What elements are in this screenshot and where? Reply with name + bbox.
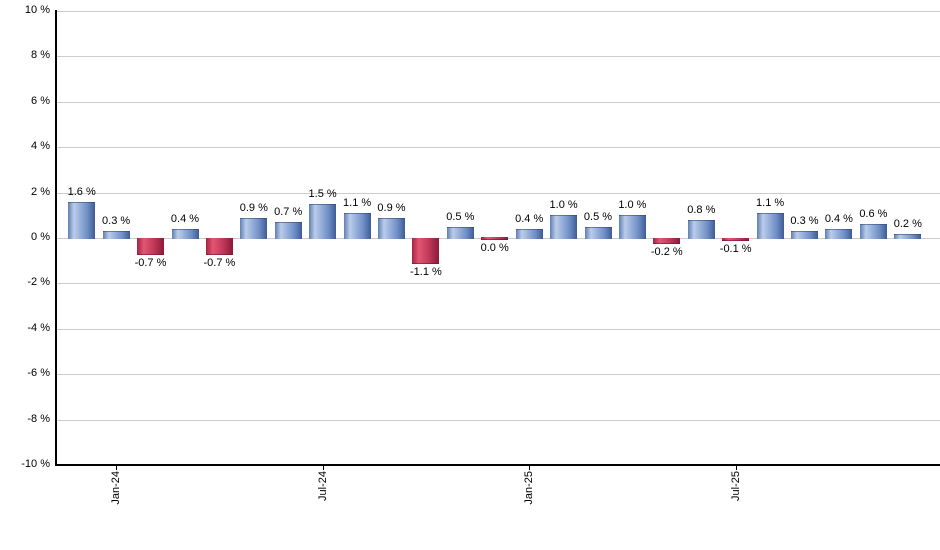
bar	[550, 215, 578, 239]
bar-value-label: -0.2 %	[650, 245, 683, 258]
y-tick-label: 4 %	[31, 140, 50, 152]
y-tick-label: 0 %	[31, 231, 50, 243]
bar	[722, 238, 750, 242]
bar-value-label: 0.2 %	[893, 217, 922, 230]
bar-value-label: 1.0 %	[549, 199, 578, 212]
bar-value-label: -0.7 %	[134, 256, 167, 269]
bar-value-label: 1.5 %	[308, 187, 337, 200]
x-tick	[116, 466, 117, 470]
bar-value-label: 0.7 %	[274, 206, 303, 219]
bar	[309, 203, 337, 239]
bar-value-label: 1.6 %	[67, 185, 96, 198]
bar-value-label: -1.1 %	[409, 266, 442, 278]
bar-value-label: 0.3 %	[790, 215, 819, 228]
y-tick-label: -10 %	[21, 458, 50, 470]
bar-value-label: 0.5 %	[446, 210, 475, 223]
bar	[653, 238, 681, 244]
gridline	[57, 147, 940, 148]
gridline	[57, 56, 940, 57]
bar	[274, 222, 302, 239]
x-axis-line	[55, 464, 940, 466]
x-tick-label: Jan-25	[523, 471, 536, 505]
y-tick-label: 8 %	[31, 49, 50, 61]
bar-value-label: 0.6 %	[859, 208, 888, 221]
bar	[102, 231, 130, 239]
bar	[446, 226, 474, 239]
bar	[343, 213, 371, 239]
bar-value-label: 0.4 %	[515, 212, 544, 225]
x-tick	[529, 466, 530, 470]
bar-value-label: 0.0 %	[480, 242, 509, 254]
x-tick-label: Jul-24	[316, 471, 329, 501]
bar-value-label: -0.7 %	[203, 256, 236, 269]
gridline	[57, 329, 940, 330]
y-tick-label: -6 %	[27, 367, 50, 379]
bar	[618, 215, 646, 239]
bar	[859, 224, 887, 239]
bar-value-label: 0.8 %	[687, 203, 716, 216]
bar	[791, 231, 818, 239]
bar	[584, 226, 612, 239]
y-tick-label: -8 %	[27, 413, 50, 425]
gridline	[57, 193, 940, 194]
gridline	[57, 374, 940, 375]
bar-value-label: 1.1 %	[343, 197, 372, 209]
bar	[137, 238, 164, 255]
bar	[756, 213, 784, 239]
bar	[412, 238, 440, 264]
bar-value-label: 0.4 %	[170, 212, 200, 225]
x-tick-label: Jul-25	[729, 471, 742, 501]
y-tick-label: -2 %	[27, 276, 50, 288]
gridline	[57, 283, 940, 284]
x-tick	[736, 466, 737, 470]
bar-value-label: 0.3 %	[102, 215, 131, 228]
y-axis-line	[55, 10, 57, 466]
x-tick	[323, 466, 324, 470]
y-tick-label: 10 %	[24, 4, 50, 16]
bar	[481, 237, 509, 240]
x-tick-label: Jan-24	[110, 471, 123, 505]
y-tick-label: 6 %	[31, 95, 50, 107]
bar	[378, 217, 405, 239]
bar	[515, 228, 543, 239]
bar	[825, 228, 853, 239]
gridline	[57, 102, 940, 103]
bar-value-label: 0.4 %	[824, 212, 853, 225]
y-tick-label: -4 %	[27, 322, 50, 334]
bar	[171, 228, 199, 239]
bar-value-label: 0.9 %	[377, 201, 406, 214]
bar	[240, 217, 268, 239]
bar	[205, 238, 233, 255]
bar	[68, 201, 96, 239]
bar-value-label: 1.0 %	[618, 199, 647, 212]
bar-value-label: 0.9 %	[239, 201, 268, 214]
gridline	[57, 420, 940, 421]
y-tick-label: 2 %	[31, 186, 50, 198]
bar-value-label: 1.1 %	[756, 197, 785, 209]
bar	[894, 233, 922, 239]
gridline	[57, 11, 940, 12]
bar-value-label: 0.5 %	[583, 210, 613, 223]
bar-value-label: -0.1 %	[719, 243, 752, 256]
bar	[687, 219, 715, 239]
